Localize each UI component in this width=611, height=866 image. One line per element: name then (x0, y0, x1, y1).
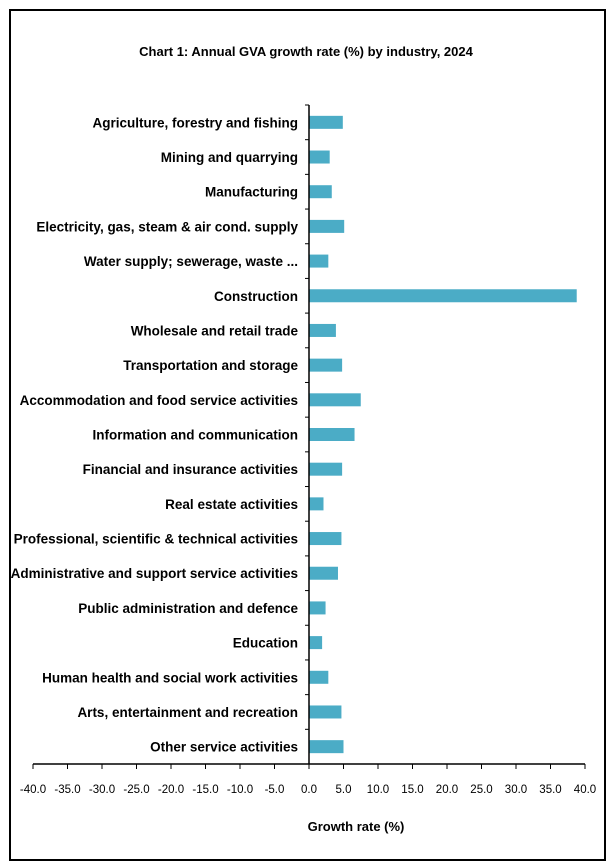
bar (309, 497, 324, 511)
x-tick-label: -15.0 (192, 784, 218, 796)
x-tick-label: 40.0 (574, 784, 596, 796)
bar (309, 532, 342, 546)
x-axis-title: Growth rate (%) (308, 819, 405, 834)
x-tick-label: -5.0 (265, 784, 285, 796)
bar (309, 115, 343, 129)
bar (309, 428, 355, 441)
bar (309, 219, 345, 233)
x-tick-label: -10.0 (227, 784, 253, 796)
category-label: Agriculture, forestry and fishing (92, 115, 298, 130)
x-tick-label: 35.0 (539, 784, 561, 796)
category-label: Mining and quarrying (161, 150, 298, 165)
category-label: Human health and social work activities (42, 670, 298, 685)
category-label: Information and communication (92, 428, 298, 443)
chart-frame (9, 9, 606, 861)
x-tick-label: -35.0 (54, 784, 80, 796)
category-label: Accommodation and food service activitie… (20, 393, 298, 408)
x-tick-label: 25.0 (470, 784, 492, 796)
category-label: Manufacturing (205, 185, 298, 200)
category-label: Administrative and support service activ… (11, 566, 298, 581)
x-tick-label: -20.0 (158, 784, 184, 796)
category-label: Transportation and storage (123, 358, 298, 373)
category-label: Real estate activities (165, 497, 298, 512)
bar (309, 670, 329, 684)
bar (309, 323, 336, 337)
x-tick-label: 10.0 (367, 784, 389, 796)
bar (309, 358, 343, 372)
category-label: Public administration and defence (78, 601, 298, 616)
category-label: Construction (214, 289, 298, 304)
x-tick-label: -25.0 (123, 784, 149, 796)
category-labels: Agriculture, forestry and fishing Mining … (11, 115, 299, 754)
category-label: Water supply; sewerage, waste ... (84, 254, 298, 269)
category-label: Electricity, gas, steam & air cond. supp… (36, 219, 298, 234)
category-label: Financial and insurance activities (83, 462, 298, 477)
x-tick-label: 15.0 (401, 784, 423, 796)
category-label: Education (233, 636, 298, 651)
category-label: Professional, scientific & technical act… (14, 532, 298, 547)
bar (309, 740, 344, 754)
bar (309, 636, 323, 650)
bar (309, 254, 329, 268)
x-tick-label: -30.0 (89, 784, 115, 796)
bar (309, 566, 338, 580)
bar (309, 705, 342, 719)
bar (309, 462, 343, 476)
x-tick-label: 20.0 (436, 784, 458, 796)
x-tick-label: 30.0 (505, 784, 527, 796)
axes: -40.0 -35.0 -30.0 -25.0 -20.0 -15.0 -10.0 -5.0 0… (20, 104, 596, 796)
bar (309, 601, 326, 615)
x-tick-label: 0.0 (301, 784, 317, 796)
bar (309, 289, 577, 303)
bar (309, 150, 330, 164)
bar (309, 393, 361, 407)
bars-layer (309, 115, 577, 754)
category-label: Other service activities (150, 740, 298, 755)
x-tick-label: 5.0 (336, 784, 352, 796)
bar (309, 185, 332, 199)
category-label: Arts, entertainment and recreation (77, 705, 298, 720)
chart-title: Chart 1: Annual GVA growth rate (%) by i… (139, 44, 473, 59)
category-label: Wholesale and retail trade (131, 323, 299, 338)
x-tick-label: -40.0 (20, 784, 46, 796)
